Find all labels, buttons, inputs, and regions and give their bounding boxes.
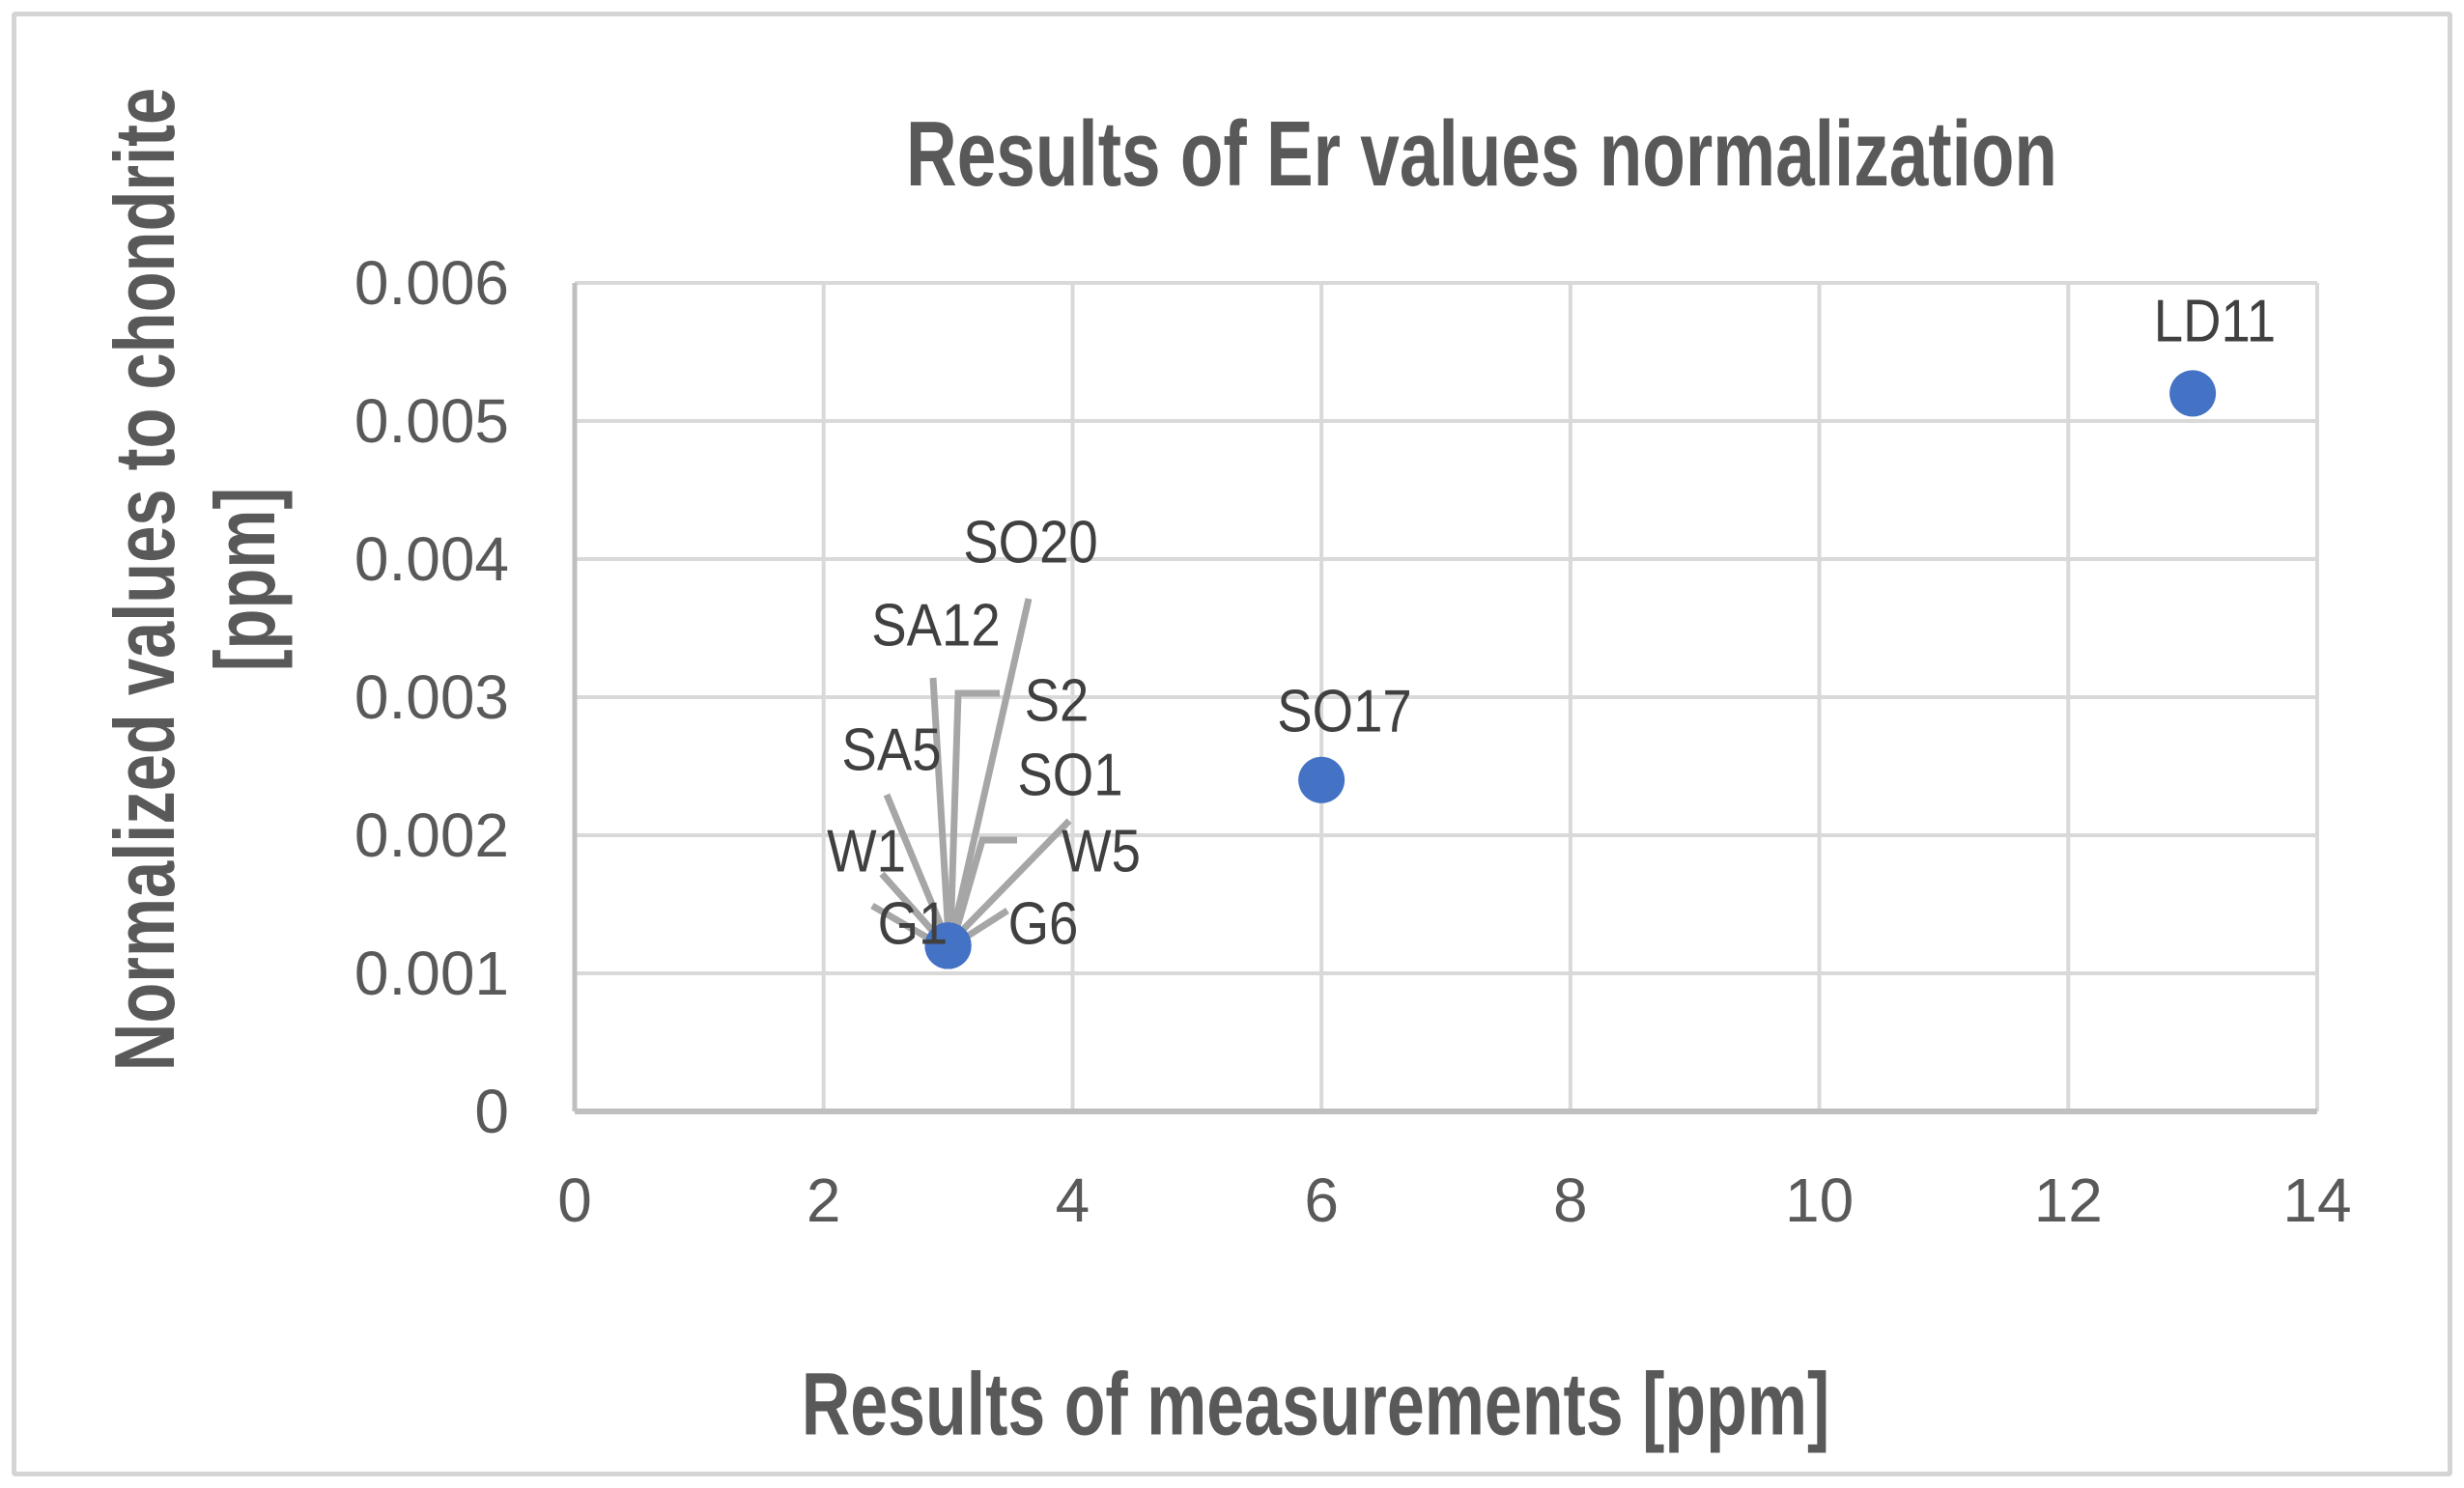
data-point-G6 — [924, 922, 972, 969]
x-tick-label: 4 — [1055, 1165, 1090, 1235]
y-tick-label: 0.004 — [354, 524, 509, 594]
data-point-label-G6: G6 — [1007, 890, 1079, 958]
x-tick-label: 14 — [2282, 1165, 2352, 1235]
x-tick-label: 10 — [1784, 1165, 1855, 1235]
data-point-LD11 — [2169, 370, 2217, 417]
leader-line-W5 — [953, 818, 1072, 940]
chart-title: Results of Er values normalization — [906, 102, 2057, 206]
leader-line-S2 — [947, 689, 1000, 941]
y-axis-title: Normalized values to chondrite [ppm] — [95, 88, 296, 1071]
leader-line-SA5 — [883, 793, 951, 943]
y-tick-label: 0.001 — [354, 939, 509, 1008]
leader-line-SO20 — [948, 598, 1033, 941]
x-tick-label: 12 — [2033, 1165, 2103, 1235]
data-point-label-S2: S2 — [1024, 667, 1090, 735]
x-tick-label: 2 — [806, 1165, 841, 1235]
data-point-label-SO1: SO1 — [1017, 742, 1123, 809]
data-point-label-W1: W1 — [827, 818, 906, 885]
x-tick-label: 0 — [557, 1165, 592, 1235]
y-axis-title-line2: [ppm] — [197, 487, 293, 672]
y-tick-label: 0 — [474, 1077, 509, 1146]
data-point-label-SO17: SO17 — [1277, 678, 1412, 745]
data-point-label-LD11: LD11 — [2153, 288, 2277, 355]
x-tick-label: 6 — [1304, 1165, 1339, 1235]
data-point-label-SO20: SO20 — [963, 509, 1098, 576]
x-axis-title: Results of measurements [ppm] — [801, 1355, 1830, 1454]
leader-line-SO1 — [949, 836, 1017, 941]
data-point-SO17 — [1298, 756, 1345, 803]
y-tick-label: 0.002 — [354, 800, 509, 870]
data-point-label-SA5: SA5 — [841, 716, 942, 784]
y-tick-label: 0.006 — [354, 248, 509, 318]
data-point-label-G1: G1 — [877, 890, 949, 958]
leader-line-SA12 — [929, 677, 952, 938]
y-tick-label: 0.005 — [354, 386, 509, 456]
y-axis-title-line1: Normalized values to chondrite — [97, 87, 193, 1072]
data-point-label-SA12: SA12 — [871, 592, 1001, 660]
x-tick-label: 8 — [1553, 1165, 1588, 1235]
data-point-label-W5: W5 — [1062, 818, 1141, 885]
y-tick-label: 0.003 — [354, 662, 509, 732]
